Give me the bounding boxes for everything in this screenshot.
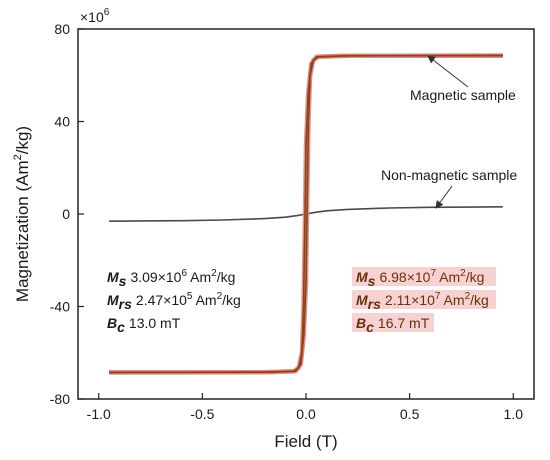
nonmagnetic-sample-label: Non-magnetic sample [381,167,517,183]
magnetic-bc-highlight [352,313,434,332]
nonmagnetic-properties: Ms 3.09×106 Am2/kg Mrs 2.47×105 Am2/kg Bc 1… [107,268,241,335]
magnetic-ms-highlight [352,267,496,286]
nonmagnetic-bc: Bc 13.0 mT [107,315,181,335]
magnetic-ms: Ms 6.98×107 Am2/kg [356,268,484,289]
nonmagnetic-mrs: Mrs 2.47×105 Am2/kg [107,291,241,312]
magnetic-mrs: Mrs 2.11×107 Am2/kg [356,291,489,312]
magnetic-properties: Ms 6.98×107 Am2/kg Mrs 2.11×107 Am2/kg Bc 1… [352,267,496,335]
x-tick-label: 0.5 [400,406,420,422]
nonmagnetic-sample-arrow [435,185,453,209]
magnetic-bc: Bc 16.7 mT [356,315,430,335]
y-tick-label: -40 [50,299,70,315]
x-axis-title: Field (T) [274,432,337,451]
magnetic-sample-arrow [427,55,469,88]
data-series [109,53,503,375]
y-tick-label: -80 [50,391,70,407]
y-tick-label: 0 [62,206,70,222]
x-tick-label: -0.5 [190,406,214,422]
y-tick-label: 40 [54,114,70,130]
y-axis-multiplier: ×106 [80,7,110,25]
magnetic-sample-curve-branch-2 [109,54,503,374]
x-tick-label: -1.0 [87,406,111,422]
y-axis-title: Magnetization (Am2/kg) [12,126,32,302]
x-tick-label: 1.0 [504,406,524,422]
magnetic-sample-label: Magnetic sample [410,87,516,103]
y-tick-label: 80 [54,21,70,37]
magnetic-mrs-highlight [352,290,496,309]
x-tick-label: 0.0 [296,406,316,422]
nonmagnetic-ms: Ms 3.09×106 Am2/kg [107,268,235,289]
axis-ticks: -1.0 -0.5 0.0 0.5 1.0 -80 -40 0 40 80 [50,21,523,422]
